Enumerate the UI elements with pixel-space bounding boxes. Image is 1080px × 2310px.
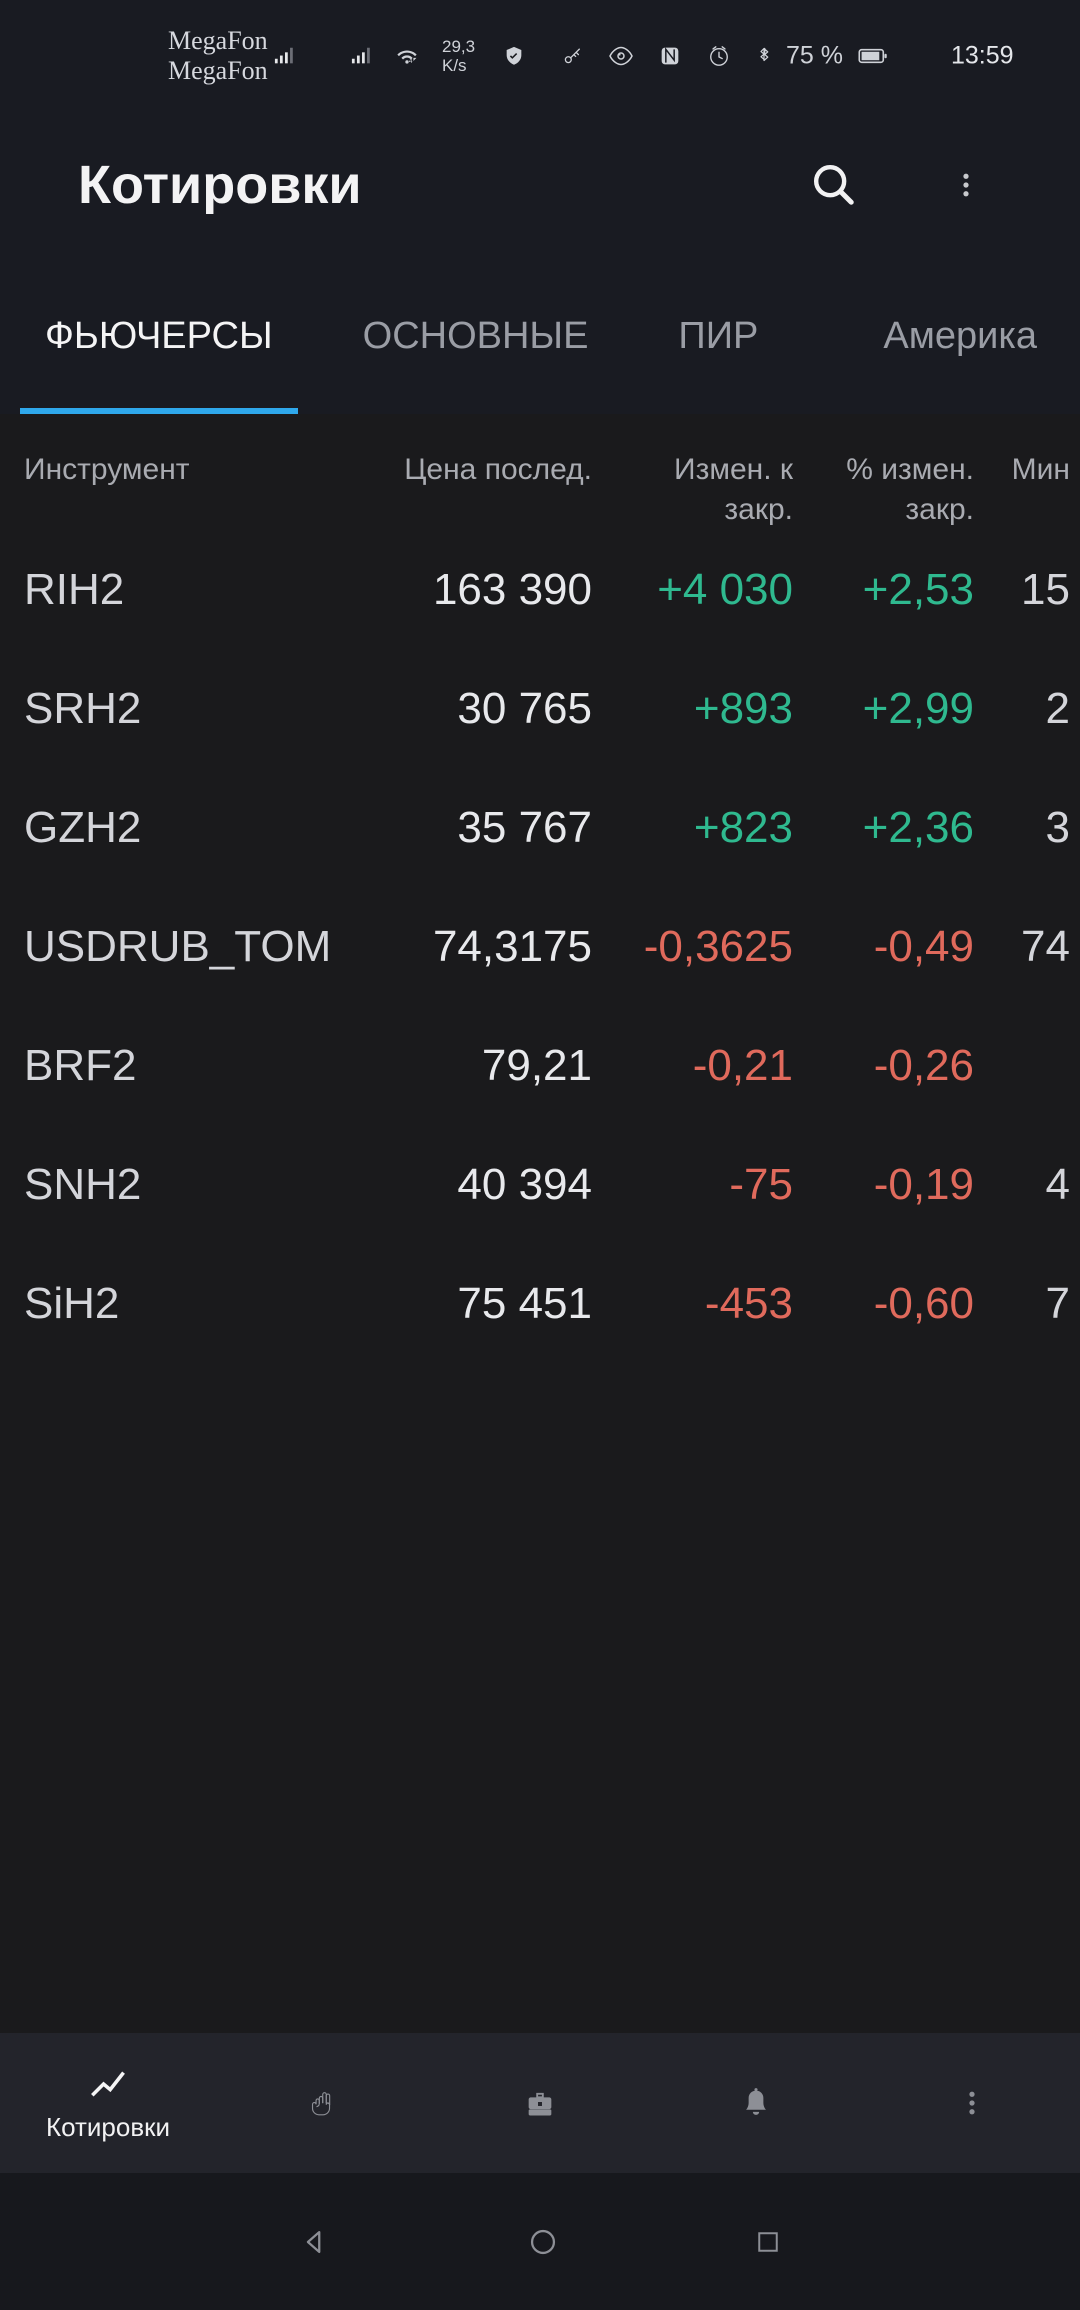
- svg-text:4: 4: [409, 58, 413, 65]
